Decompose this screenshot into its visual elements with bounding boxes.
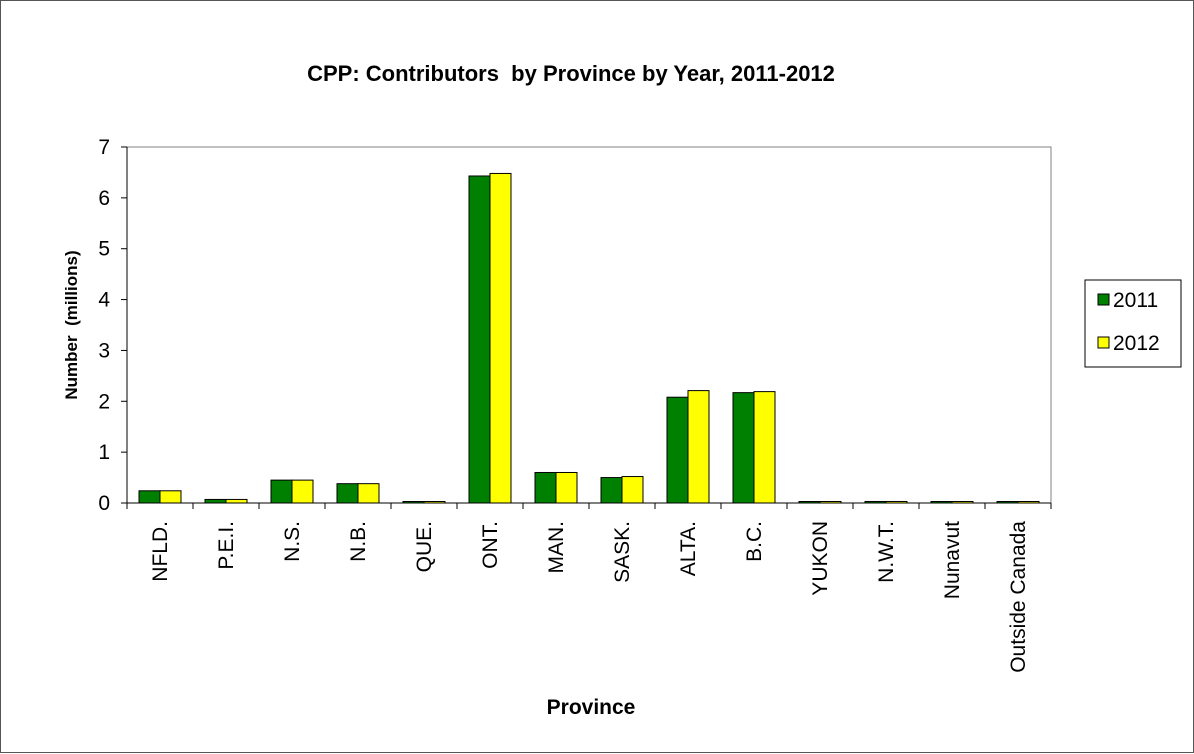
bar-2012-n-s	[291, 479, 314, 504]
y-tick-label: 0	[98, 492, 110, 515]
x-tick-label: NFLD.	[149, 521, 172, 582]
legend-swatch-2012	[1097, 336, 1110, 349]
x-tick-label: ONT.	[479, 521, 502, 569]
bar-2011-alta	[666, 396, 689, 504]
bar-2011-sask	[600, 477, 623, 504]
y-tick-label: 5	[98, 238, 110, 261]
bar-2011-n-b	[336, 483, 359, 504]
x-tick-label: N.S.	[281, 521, 304, 562]
bar-2011-man	[534, 471, 557, 504]
y-tick-label: 4	[98, 289, 110, 312]
x-tick-label: QUE.	[413, 521, 436, 572]
legend-swatch-2011	[1097, 293, 1110, 306]
x-tick-label: Outside Canada	[1007, 521, 1030, 673]
bar-2011-b-c	[732, 392, 755, 504]
y-tick-label: 7	[98, 136, 110, 159]
bar-2012-n-b	[357, 483, 380, 504]
y-axis: 0 1 2 3 4 5 6 7	[98, 136, 128, 515]
bar-2011-p-e-i	[204, 498, 227, 504]
x-tick-label: YUKON	[809, 521, 832, 596]
bar-2011-n-s	[270, 479, 293, 504]
x-tick-label: MAN.	[545, 521, 568, 574]
bar-2012-p-e-i	[225, 498, 248, 504]
bar-2012-ont	[489, 172, 512, 504]
x-tick-label: SASK.	[611, 521, 634, 583]
x-axis: NFLD. P.E.I. N.S. N.B. QUE. ONT. MAN. SASK. ALTA…	[126, 502, 1052, 673]
y-tick-label: 2	[98, 390, 110, 413]
legend: 2011 2012	[1084, 279, 1182, 368]
bar-2012-man	[555, 471, 578, 504]
x-tick-label: ALTA.	[677, 521, 700, 576]
bar-2012-sask	[621, 476, 644, 504]
bar-2012-b-c	[753, 391, 776, 504]
x-tick-label: N.B.	[347, 521, 370, 562]
y-tick-label: 3	[98, 339, 110, 362]
legend-label-2012: 2012	[1113, 332, 1160, 355]
bar-2011-ont	[468, 175, 491, 504]
chart-title: CPP: Contributors by Province by Year, 2…	[307, 61, 835, 86]
y-tick-label: 1	[98, 441, 110, 464]
plot-area	[126, 146, 1052, 504]
x-axis-title: Province	[547, 696, 636, 719]
x-tick-label: P.E.I.	[215, 521, 238, 570]
y-axis-title: Number (millions)	[62, 250, 81, 399]
bars	[138, 172, 1040, 504]
bar-2011-nfld	[138, 490, 161, 504]
x-tick-label: Nunavut	[941, 521, 964, 599]
x-tick-label: B.C.	[743, 521, 766, 562]
x-tick-label: N.W.T.	[875, 521, 898, 583]
legend-label-2011: 2011	[1113, 289, 1158, 312]
bar-2012-alta	[687, 390, 710, 504]
y-tick-label: 6	[98, 187, 110, 210]
bar-2012-nfld	[159, 490, 182, 504]
